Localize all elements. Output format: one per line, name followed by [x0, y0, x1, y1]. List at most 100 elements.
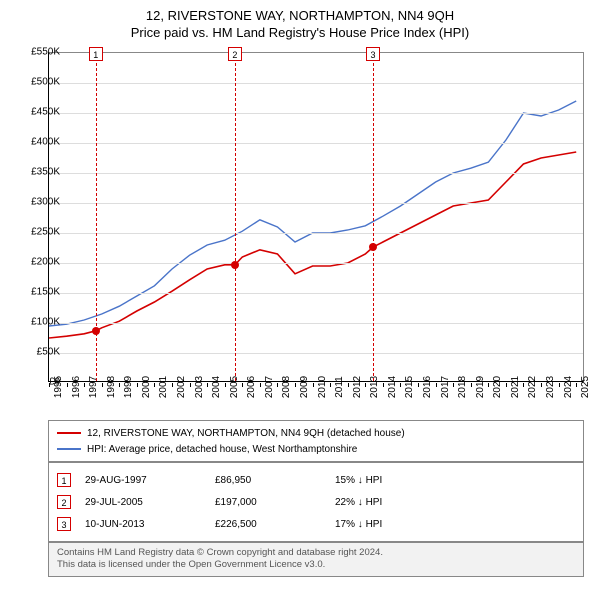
event-price-1: £86,950	[215, 475, 335, 486]
event-badge-3: 3	[57, 517, 71, 531]
x-axis-label: 2009	[299, 376, 310, 398]
x-tick	[559, 383, 560, 387]
x-tick	[383, 383, 384, 387]
x-axis-label: 2002	[176, 376, 187, 398]
title-line-1: 12, RIVERSTONE WAY, NORTHAMPTON, NN4 9QH	[0, 8, 600, 23]
gridline-h	[49, 203, 583, 204]
x-tick	[137, 383, 138, 387]
x-axis-label: 2000	[141, 376, 152, 398]
event-badge-2: 2	[57, 495, 71, 509]
chart-container: 12, RIVERSTONE WAY, NORTHAMPTON, NN4 9QH…	[0, 0, 600, 590]
event-marker-box: 3	[366, 47, 380, 61]
x-tick	[119, 383, 120, 387]
x-axis-label: 1998	[106, 376, 117, 398]
x-axis-label: 2001	[158, 376, 169, 398]
event-vline	[373, 53, 374, 381]
x-axis-label: 2014	[387, 376, 398, 398]
x-axis-label: 2025	[580, 376, 591, 398]
legend-swatch-property	[57, 432, 81, 434]
event-dot	[231, 261, 239, 269]
event-dot	[369, 243, 377, 251]
x-tick	[453, 383, 454, 387]
x-tick	[207, 383, 208, 387]
x-tick	[436, 383, 437, 387]
event-row-3: 3 10-JUN-2013 £226,500 17% ↓ HPI	[57, 513, 575, 535]
y-axis-label: £300K	[20, 197, 60, 208]
y-axis-label: £550K	[20, 47, 60, 58]
x-tick	[313, 383, 314, 387]
y-axis-label: £200K	[20, 257, 60, 268]
x-tick	[190, 383, 191, 387]
x-axis-label: 2022	[527, 376, 538, 398]
gridline-h	[49, 353, 583, 354]
x-tick	[418, 383, 419, 387]
title-line-2: Price paid vs. HM Land Registry's House …	[0, 25, 600, 40]
x-tick	[154, 383, 155, 387]
x-axis-label: 2010	[317, 376, 328, 398]
x-axis-label: 2024	[563, 376, 574, 398]
x-axis-label: 2023	[545, 376, 556, 398]
event-marker-box: 2	[228, 47, 242, 61]
event-dot	[92, 327, 100, 335]
y-axis-label: £0	[20, 377, 60, 388]
legend-swatch-hpi	[57, 448, 81, 450]
x-tick	[541, 383, 542, 387]
x-axis-label: 2011	[334, 376, 345, 398]
y-axis-label: £50K	[20, 347, 60, 358]
x-tick	[488, 383, 489, 387]
x-tick	[67, 383, 68, 387]
chart-svg	[49, 53, 585, 383]
x-axis-label: 2021	[510, 376, 521, 398]
legend-label-hpi: HPI: Average price, detached house, West…	[87, 444, 357, 455]
y-axis-label: £500K	[20, 77, 60, 88]
y-axis-label: £400K	[20, 137, 60, 148]
event-row-2: 2 29-JUL-2005 £197,000 22% ↓ HPI	[57, 491, 575, 513]
footer-line-1: Contains HM Land Registry data © Crown c…	[57, 547, 575, 559]
event-vline	[235, 53, 236, 381]
y-axis-label: £450K	[20, 107, 60, 118]
event-row-1: 1 29-AUG-1997 £86,950 15% ↓ HPI	[57, 469, 575, 491]
x-tick	[102, 383, 103, 387]
y-axis-label: £150K	[20, 287, 60, 298]
legend: 12, RIVERSTONE WAY, NORTHAMPTON, NN4 9QH…	[48, 420, 584, 462]
gridline-h	[49, 323, 583, 324]
x-axis-label: 2016	[422, 376, 433, 398]
gridline-h	[49, 293, 583, 294]
x-axis-label: 2019	[475, 376, 486, 398]
x-axis-label: 1999	[123, 376, 134, 398]
x-axis-label: 2020	[492, 376, 503, 398]
x-axis-label: 2012	[352, 376, 363, 398]
gridline-h	[49, 83, 583, 84]
y-axis-label: £100K	[20, 317, 60, 328]
event-price-2: £197,000	[215, 497, 335, 508]
gridline-h	[49, 263, 583, 264]
event-date-2: 29-JUL-2005	[85, 497, 215, 508]
x-tick	[506, 383, 507, 387]
x-axis-label: 2004	[211, 376, 222, 398]
x-tick	[260, 383, 261, 387]
x-tick	[523, 383, 524, 387]
event-badge-1: 1	[57, 473, 71, 487]
gridline-h	[49, 113, 583, 114]
event-delta-3: 17% ↓ HPI	[335, 519, 575, 530]
footer-attribution: Contains HM Land Registry data © Crown c…	[48, 542, 584, 577]
gridline-h	[49, 233, 583, 234]
series-line-property	[49, 152, 576, 338]
gridline-h	[49, 143, 583, 144]
event-price-3: £226,500	[215, 519, 335, 530]
event-delta-1: 15% ↓ HPI	[335, 475, 575, 486]
x-tick	[471, 383, 472, 387]
x-tick	[295, 383, 296, 387]
y-axis-label: £250K	[20, 227, 60, 238]
x-tick	[400, 383, 401, 387]
x-axis-label: 1997	[88, 376, 99, 398]
legend-item-hpi: HPI: Average price, detached house, West…	[57, 441, 575, 457]
events-table: 1 29-AUG-1997 £86,950 15% ↓ HPI 2 29-JUL…	[48, 462, 584, 542]
x-tick	[277, 383, 278, 387]
legend-item-property: 12, RIVERSTONE WAY, NORTHAMPTON, NN4 9QH…	[57, 425, 575, 441]
x-axis-label: 2015	[404, 376, 415, 398]
x-tick	[242, 383, 243, 387]
title-block: 12, RIVERSTONE WAY, NORTHAMPTON, NN4 9QH…	[0, 0, 600, 40]
x-axis-label: 1996	[71, 376, 82, 398]
x-tick	[84, 383, 85, 387]
